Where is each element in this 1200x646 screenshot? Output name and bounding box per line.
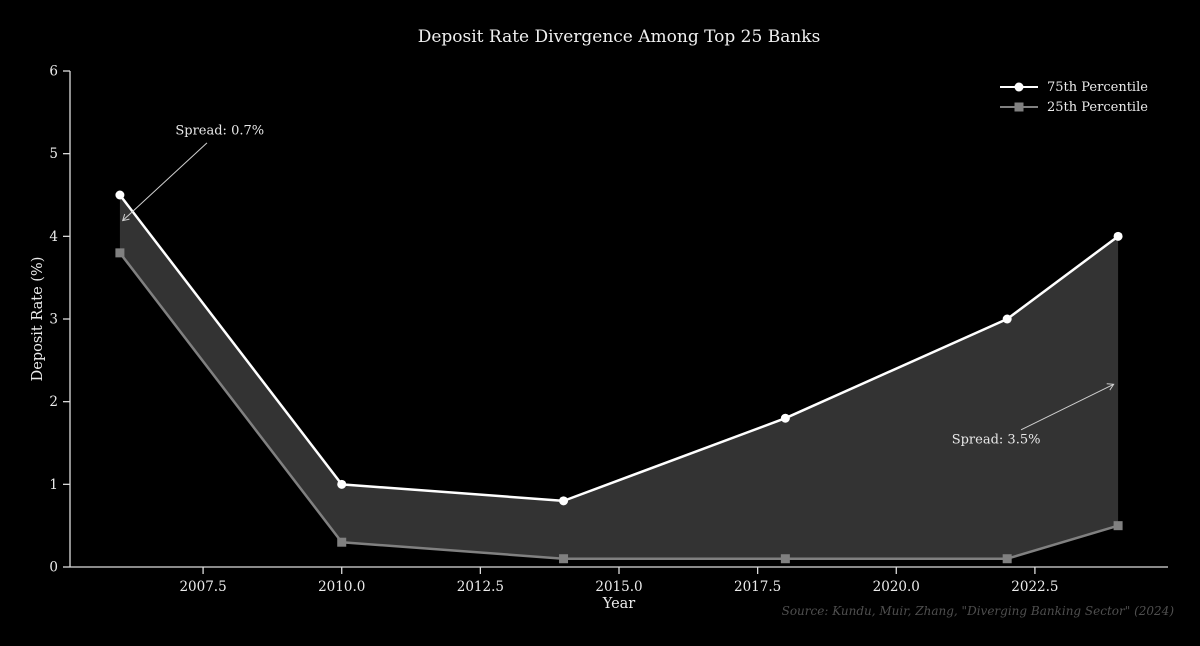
y-tick-label: 0 xyxy=(49,560,58,576)
data-point-marker-75th-percentile xyxy=(337,479,347,489)
data-point-marker-75th-percentile xyxy=(780,413,790,423)
legend-line-square-marker-icon xyxy=(1000,101,1038,113)
x-tick-label: 2012.5 xyxy=(457,579,504,595)
data-point-marker-25th-percentile xyxy=(1113,521,1123,531)
data-point-marker-25th-percentile xyxy=(337,537,347,547)
data-point-marker-75th-percentile xyxy=(115,190,125,200)
legend-label: 75th Percentile xyxy=(1047,79,1148,95)
y-tick-label: 2 xyxy=(49,394,58,410)
annotation-spread-high: Spread: 3.5% xyxy=(951,432,1041,448)
data-point-marker-25th-percentile xyxy=(780,554,790,564)
legend: 75th Percentile 25th Percentile xyxy=(1000,77,1148,117)
x-tick-label: 2015.0 xyxy=(595,579,642,595)
data-point-marker-75th-percentile xyxy=(1113,231,1123,241)
annotation-arrow xyxy=(1020,383,1115,431)
y-tick-label: 5 xyxy=(49,146,58,162)
x-tick-label: 2020.0 xyxy=(873,579,920,595)
x-tick-label: 2010.0 xyxy=(318,579,365,595)
annotation-arrow xyxy=(121,142,208,222)
x-tick-label: 2007.5 xyxy=(179,579,226,595)
series-line-75th-percentile xyxy=(118,194,1119,503)
y-tick-label: 3 xyxy=(49,312,58,328)
source-credit: Source: Kundu, Muir, Zhang, "Diverging B… xyxy=(781,604,1174,618)
chart-title: Deposit Rate Divergence Among Top 25 Ban… xyxy=(417,27,821,47)
fill-between-area xyxy=(119,195,1119,559)
legend-entry-75th-percentile: 75th Percentile xyxy=(1000,77,1148,97)
annotation-spread-low: Spread: 0.7% xyxy=(175,123,265,139)
data-point-marker-25th-percentile xyxy=(1002,554,1012,564)
data-point-marker-25th-percentile xyxy=(115,248,125,258)
y-tick-label: 1 xyxy=(49,477,58,493)
y-tick-label: 6 xyxy=(49,64,58,80)
data-point-marker-75th-percentile xyxy=(1002,314,1012,324)
y-tick-label: 4 xyxy=(49,229,58,245)
x-tick-label: 2022.5 xyxy=(1011,579,1058,595)
data-point-marker-25th-percentile xyxy=(559,554,569,564)
x-axis-label: Year xyxy=(602,596,636,612)
series-line-25th-percentile xyxy=(118,252,1119,560)
x-tick-label: 2017.5 xyxy=(734,579,781,595)
data-point-marker-75th-percentile xyxy=(559,496,569,506)
legend-label: 25th Percentile xyxy=(1047,99,1148,115)
y-axis-label: Deposit Rate (%) xyxy=(30,256,46,382)
legend-entry-25th-percentile: 25th Percentile xyxy=(1000,97,1148,117)
legend-line-circle-marker-icon xyxy=(1000,81,1038,93)
